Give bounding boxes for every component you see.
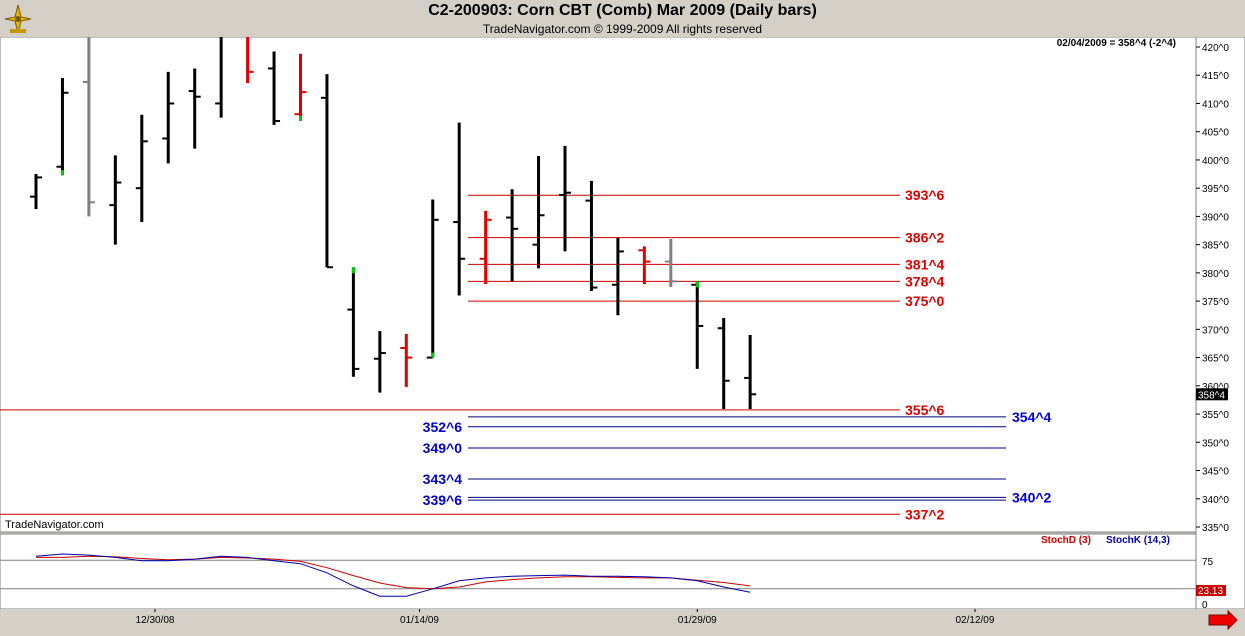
last-price-tag-text: 358^4: [1198, 390, 1225, 401]
price-panel[interactable]: [0, 36, 1197, 533]
price-tick-label: 370^0: [1202, 325, 1229, 336]
level-label: 354^4: [1012, 409, 1052, 425]
level-label: 349^0: [423, 440, 463, 456]
last-price-tag: [1196, 388, 1228, 401]
level-label: 343^4: [423, 471, 463, 487]
stoch-panel[interactable]: [0, 533, 1197, 610]
price-tick-label: 375^0: [1202, 297, 1229, 308]
level-label: 386^2: [905, 230, 945, 246]
price-tick-label: 345^0: [1202, 467, 1229, 478]
price-tick-label: 415^0: [1202, 71, 1229, 82]
price-tick-label: 365^0: [1202, 354, 1229, 365]
price-tick-label: 390^0: [1202, 212, 1229, 223]
price-tick-label: 395^0: [1202, 184, 1229, 195]
level-label: 355^6: [905, 402, 945, 418]
stoch-value-tag: [1196, 585, 1226, 596]
stoch-tick-0: 0: [1202, 600, 1208, 611]
price-tick-label: 380^0: [1202, 269, 1229, 280]
stochd-line: [36, 555, 751, 590]
stochd-legend: StochD (3): [1041, 535, 1091, 546]
price-tick-label: 360^0: [1202, 382, 1229, 393]
x-axis-label: 01/29/09: [678, 615, 717, 626]
price-readout: 02/04/2009 = 358^4 (-2^4): [1057, 38, 1176, 49]
stoch-value-tag-text: 23.13: [1198, 586, 1223, 597]
x-axis-labels: 12/30/08 01/14/09 01/29/09 02/12/09: [136, 609, 995, 626]
price-tick-label: 385^0: [1202, 241, 1229, 252]
price-tick-label: 340^0: [1202, 495, 1229, 506]
ohlc-bars: [30, 29, 757, 409]
level-label: 339^6: [423, 492, 463, 508]
level-label: 375^0: [905, 293, 945, 309]
x-axis-label: 12/30/08: [136, 615, 175, 626]
stoch-tick-75: 75: [1202, 557, 1214, 568]
price-tick-label: 355^0: [1202, 410, 1229, 421]
level-label: 337^2: [905, 506, 945, 522]
chart-subtitle: TradeNavigator.com © 1999-2009 All right…: [482, 22, 763, 36]
price-tick-label: 400^0: [1202, 156, 1229, 167]
level-label: 393^6: [905, 187, 945, 203]
price-tick-label: 335^0: [1202, 523, 1229, 534]
x-axis-label: 02/12/09: [956, 615, 995, 626]
stochk-legend: StochK (14,3): [1106, 535, 1170, 546]
x-axis: [0, 609, 1245, 631]
price-tick-label: 350^0: [1202, 438, 1229, 449]
stochk-line: [35, 553, 751, 597]
y-axis: [1195, 36, 1245, 610]
chart-title: C2-200903: Corn CBT (Comb) Mar 2009 (Dai…: [428, 2, 817, 19]
watermark: TradeNavigator.com: [5, 519, 104, 531]
price-tick-label: 420^0: [1202, 43, 1229, 54]
level-label: 340^2: [1012, 489, 1052, 505]
stochastic-lines: [0, 553, 1196, 597]
price-tick-label: 405^0: [1202, 128, 1229, 139]
chart-area[interactable]: 393^6 386^2 381^4 378^4 375^0 355^6 354^4 352^6…: [0, 29, 1245, 631]
price-y-ticks: 420^0 415^0 410^0 405^0 400^0 395^0 390^0 385^0…: [1196, 43, 1229, 534]
level-label: 381^4: [905, 256, 945, 272]
title-bar: C2-200903: Corn CBT (Comb) Mar 2009 (Dai…: [0, 0, 1245, 37]
x-axis-label: 01/14/09: [400, 615, 439, 626]
level-label: 378^4: [905, 273, 945, 289]
price-tick-label: 410^0: [1202, 99, 1229, 110]
level-label: 352^6: [423, 419, 463, 435]
compass-icon: [4, 4, 32, 34]
scroll-right-arrow-icon[interactable]: [1208, 609, 1238, 631]
